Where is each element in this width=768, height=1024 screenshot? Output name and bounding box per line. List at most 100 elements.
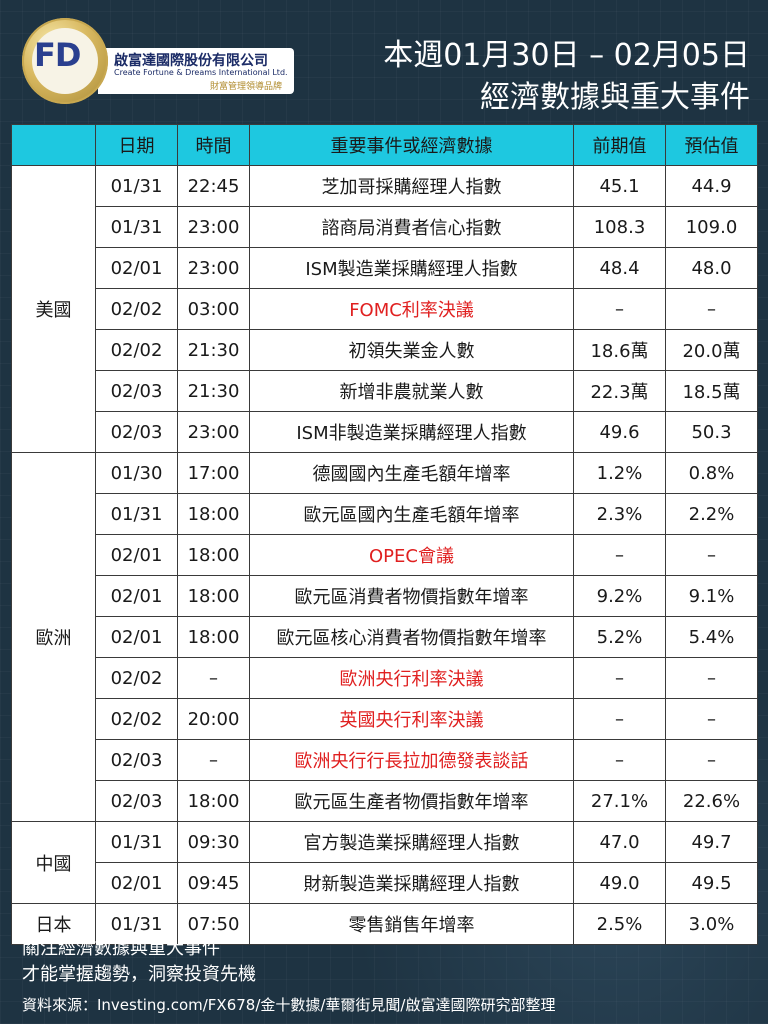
footer-slogan-line2: 才能掌握趨勢，洞察投資先機: [22, 964, 256, 985]
event-cell: 諮商局消費者信心指數: [249, 206, 574, 248]
time-cell: 03:00: [177, 288, 250, 330]
event-cell: 歐元區消費者物價指數年增率: [249, 575, 574, 617]
event-cell: OPEC會議: [249, 534, 574, 576]
previous-value-cell: 49.6: [573, 411, 666, 453]
table-row: 02/01 23:00 ISM製造業採購經理人指數 48.4 48.0: [12, 247, 758, 289]
previous-value-cell: 48.4: [573, 247, 666, 289]
previous-value-cell: 9.2%: [573, 575, 666, 617]
date-cell: 02/02: [95, 698, 178, 740]
date-cell: 02/02: [95, 657, 178, 699]
forecast-value-cell: –: [665, 534, 758, 576]
forecast-value-cell: 9.1%: [665, 575, 758, 617]
date-cell: 02/03: [95, 370, 178, 412]
event-cell: FOMC利率決議: [249, 288, 574, 330]
time-cell: 09:30: [177, 821, 250, 863]
region-cell: 中國: [11, 821, 96, 904]
title-date-range: 本週01月30日 – 02月05日: [383, 38, 750, 73]
date-cell: 02/03: [95, 411, 178, 453]
date-cell: 01/30: [95, 452, 178, 494]
date-cell: 02/02: [95, 288, 178, 330]
date-cell: 02/01: [95, 534, 178, 576]
table-row: 02/03– 歐洲央行行長拉加德發表談話 – –: [12, 739, 758, 781]
logo-mark: FD: [34, 36, 81, 74]
previous-value-cell: –: [573, 288, 666, 330]
region-cell: 歐洲: [11, 452, 96, 822]
date-cell: 02/01: [95, 575, 178, 617]
table-row: 02/01 18:00 OPEC會議 – –: [12, 534, 758, 576]
previous-value-cell: 2.5%: [573, 903, 666, 945]
time-cell: 22:45: [177, 165, 250, 207]
table-row: 日本 01/31 07:50 零售銷售年增率 2.5% 3.0%: [11, 903, 758, 945]
time-cell: –: [177, 657, 250, 699]
title-main: 經濟數據與重大事件: [480, 80, 750, 115]
table-row: 02/02 20:00 英國央行利率決議 – –: [12, 698, 758, 740]
time-cell: 23:00: [177, 206, 250, 248]
table-row: 02/02– 歐洲央行利率決議 – –: [12, 657, 758, 699]
time-cell: 21:30: [177, 329, 250, 371]
event-cell: 初領失業金人數: [249, 329, 574, 371]
forecast-value-cell: 50.3: [665, 411, 758, 453]
previous-value-cell: –: [573, 698, 666, 740]
forecast-value-cell: –: [665, 698, 758, 740]
table-row: 歐洲 01/30 17:00 德國國內生產毛額年增率 1.2% 0.8%: [11, 452, 758, 822]
time-cell: 18:00: [177, 493, 250, 535]
previous-value-cell: 45.1: [573, 165, 666, 207]
event-cell: ISM非製造業採購經理人指數: [249, 411, 574, 453]
table-row: 中國 01/31 09:30 官方製造業採購經理人指數 47.0 49.7: [11, 821, 758, 904]
footer-slogan-line1: 關注經濟數據與重大事件: [22, 938, 220, 959]
table-header-row: 日期 時間 重要事件或經濟數據 前期值 預估值: [11, 124, 758, 166]
previous-value-cell: 49.0: [573, 862, 666, 904]
event-cell: 歐元區生產者物價指數年增率: [249, 780, 574, 822]
date-cell: 01/31: [95, 165, 178, 207]
forecast-value-cell: 44.9: [665, 165, 758, 207]
event-cell: 德國國內生產毛額年增率: [249, 452, 574, 494]
table-row: 02/03 18:00 歐元區生產者物價指數年增率 27.1% 22.6%: [12, 780, 758, 822]
previous-value-cell: 22.3萬: [573, 370, 666, 412]
previous-value-cell: 108.3: [573, 206, 666, 248]
forecast-value-cell: 5.4%: [665, 616, 758, 658]
event-cell: 零售銷售年增率: [249, 903, 574, 945]
forecast-value-cell: 0.8%: [665, 452, 758, 494]
previous-value-cell: 1.2%: [573, 452, 666, 494]
time-cell: 18:00: [177, 534, 250, 576]
table-row: 美國 01/31 22:45 芝加哥採購經理人指數 45.1 44.9: [11, 165, 758, 453]
forecast-value-cell: 18.5萬: [665, 370, 758, 412]
forecast-value-cell: 48.0: [665, 247, 758, 289]
time-cell: 23:00: [177, 411, 250, 453]
event-cell: 新增非農就業人數: [249, 370, 574, 412]
event-cell: 芝加哥採購經理人指數: [249, 165, 574, 207]
time-cell: 18:00: [177, 616, 250, 658]
forecast-value-cell: –: [665, 657, 758, 699]
header-forecast: 預估值: [665, 124, 758, 166]
header: FD 啟富達國際股份有限公司 Create Fortune & Dreams I…: [0, 0, 768, 120]
forecast-value-cell: 22.6%: [665, 780, 758, 822]
company-logo: [22, 18, 108, 104]
time-cell: 23:00: [177, 247, 250, 289]
events-table: 日期 時間 重要事件或經濟數據 前期值 預估值 美國 01/31 22:45 芝加哥採…: [11, 124, 758, 945]
logo-text-panel: [98, 48, 294, 94]
time-cell: 09:45: [177, 862, 250, 904]
date-cell: 01/31: [95, 493, 178, 535]
forecast-value-cell: –: [665, 739, 758, 781]
forecast-value-cell: 3.0%: [665, 903, 758, 945]
region-cell: 日本: [11, 903, 96, 945]
header-event: 重要事件或經濟數據: [249, 124, 574, 166]
previous-value-cell: –: [573, 739, 666, 781]
date-cell: 02/02: [95, 329, 178, 371]
forecast-value-cell: 109.0: [665, 206, 758, 248]
table-row: 02/02 03:00 FOMC利率決議 – –: [12, 288, 758, 330]
event-cell: 官方製造業採購經理人指數: [249, 821, 574, 863]
forecast-value-cell: 49.7: [665, 821, 758, 863]
event-cell: ISM製造業採購經理人指數: [249, 247, 574, 289]
previous-value-cell: 18.6萬: [573, 329, 666, 371]
region-cell: 美國: [11, 165, 96, 453]
table-row: 01/31 18:00 歐元區國內生產毛額年增率 2.3% 2.2%: [12, 493, 758, 535]
event-cell: 歐元區國內生產毛額年增率: [249, 493, 574, 535]
company-tagline: 財富管理領導品牌: [210, 82, 283, 92]
company-name-en: Create Fortune & Dreams International Lt…: [114, 68, 288, 77]
table-row: 02/03 23:00 ISM非製造業採購經理人指數 49.6 50.3: [12, 411, 758, 453]
table-row: 01/31 23:00 諮商局消費者信心指數 108.3 109.0: [12, 206, 758, 248]
previous-value-cell: –: [573, 657, 666, 699]
data-source: 資料來源：Investing.com/FX678/金十數據/華爾街見聞/啟富達國…: [22, 996, 556, 1014]
previous-value-cell: 47.0: [573, 821, 666, 863]
